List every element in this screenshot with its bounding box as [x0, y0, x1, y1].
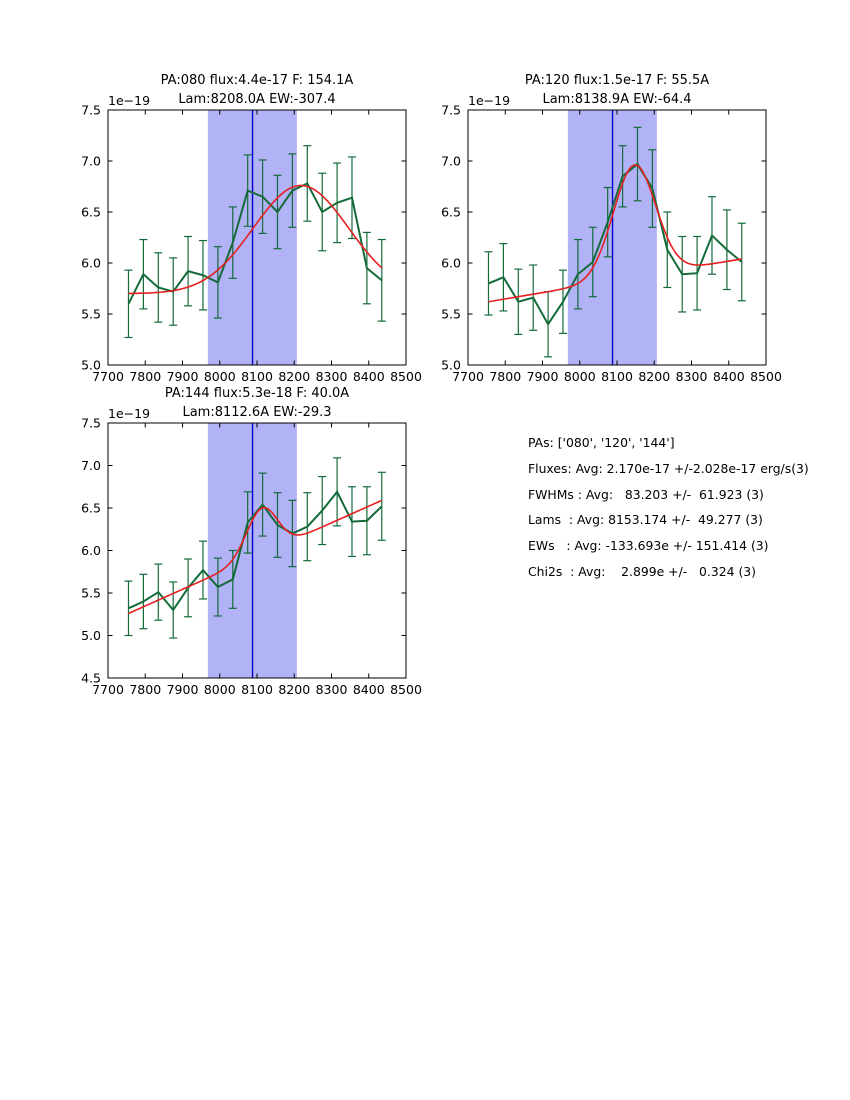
y-axis-offset-label: 1e−19: [468, 93, 511, 108]
y-tick-label: 6.5: [441, 205, 461, 220]
x-tick-label: 7900: [527, 369, 559, 384]
y-tick-label: 5.5: [81, 307, 101, 322]
y-tick-label: 7.5: [441, 103, 461, 118]
y-tick-label: 6.0: [81, 256, 101, 271]
y-tick-label: 4.5: [81, 671, 101, 686]
x-tick-label: 7700: [92, 369, 124, 384]
x-tick-label: 8100: [601, 369, 633, 384]
x-tick-label: 8400: [353, 369, 385, 384]
x-tick-label: 8200: [638, 369, 670, 384]
y-tick-label: 7.5: [81, 103, 101, 118]
y-tick-label: 7.5: [81, 416, 101, 431]
x-tick-label: 8300: [676, 369, 708, 384]
y-tick-label: 5.0: [441, 358, 461, 373]
x-tick-label: 7900: [167, 369, 199, 384]
x-tick-label: 8100: [241, 369, 273, 384]
x-tick-label: 8100: [241, 682, 273, 697]
stats-line-chi2s: Chi2s : Avg: 2.899e +/- 0.324 (3): [528, 563, 756, 579]
chart-canvas: 7700 7800 7900 8000 8100 8200 8300 8400 8500 5.0 5…: [81, 103, 422, 385]
x-tick-label: 8500: [750, 369, 782, 384]
x-tick-label: 7800: [489, 369, 521, 384]
plot-pa120-title: PA:120 flux:1.5e-17 F: 55.5A Lam:8138.9A…: [437, 72, 797, 109]
plot-pa120: PA:120 flux:1.5e-17 F: 55.5A Lam:8138.9A…: [441, 73, 782, 385]
stats-line-fwhms: FWHMs : Avg: 83.203 +/- 61.923 (3): [528, 486, 764, 502]
x-tick-label: 7700: [92, 682, 124, 697]
plot-pa080: PA:080 flux:4.4e-17 F: 154.1A Lam:8208.0…: [81, 73, 422, 385]
x-tick-label: 7700: [452, 369, 484, 384]
x-tick-label: 8200: [278, 369, 310, 384]
x-tick-label: 8400: [353, 682, 385, 697]
spectrum-data-line: [488, 162, 743, 327]
plot-pa120-title-line1: PA:120 flux:1.5e-17 F: 55.5A: [524, 73, 710, 88]
stats-panel: PAs: ['080', '120', '144'] Fluxes: Avg: …: [528, 430, 809, 585]
x-tick-label: 8500: [390, 682, 422, 697]
stats-line-lams: Lams : Avg: 8153.174 +/- 49.277 (3): [528, 512, 763, 528]
spectrum-data-line: [128, 490, 383, 612]
plot-pa080-title-line1: PA:080 flux:4.4e-17 F: 154.1A: [160, 73, 354, 88]
y-tick-label: 5.0: [81, 358, 101, 373]
y-tick-label: 7.0: [441, 154, 461, 169]
y-tick-label: 5.0: [81, 628, 101, 643]
x-tick-label: 8200: [278, 682, 310, 697]
y-tick-label: 5.5: [441, 307, 461, 322]
chart-canvas: 7700 7800 7900 8000 8100 8200 8300 8400 8500 4.5 5…: [81, 416, 422, 698]
x-tick-label: 8300: [316, 369, 348, 384]
x-tick-label: 8300: [316, 682, 348, 697]
stats-line-pas: PAs: ['080', '120', '144']: [528, 435, 675, 450]
y-axis-offset-label: 1e−19: [108, 406, 151, 421]
plot-pa144-title-line1: PA:144 flux:5.3e-18 F: 40.0A: [164, 386, 350, 401]
plot-pa144-title: PA:144 flux:5.3e-18 F: 40.0A Lam:8112.6A…: [77, 385, 437, 422]
chart-canvas: 7700 7800 7900 8000 8100 8200 8300 8400 8500 5.0 5…: [441, 103, 782, 385]
plot-pa144-title-line2: Lam:8112.6A EW:-29.3: [182, 404, 332, 420]
y-tick-label: 5.5: [81, 586, 101, 601]
x-tick-label: 8500: [390, 369, 422, 384]
x-tick-label: 8000: [204, 682, 236, 697]
plot-pa144: PA:144 flux:5.3e-18 F: 40.0A Lam:8112.6A…: [81, 386, 422, 698]
gaussian-fit-line: [488, 164, 742, 303]
x-tick-label: 7900: [167, 682, 199, 697]
plot-pa080-title-line2: Lam:8208.0A EW:-307.4: [178, 91, 336, 107]
y-tick-label: 6.5: [81, 205, 101, 220]
stats-line-ews: EWs : Avg: -133.693e +/- 151.414 (3): [528, 538, 769, 554]
y-tick-label: 6.0: [81, 543, 101, 558]
x-tick-label: 8000: [204, 369, 236, 384]
gaussian-fit-line: [128, 499, 383, 615]
y-tick-label: 7.0: [81, 154, 101, 169]
x-tick-label: 7800: [129, 369, 161, 384]
x-tick-label: 8000: [564, 369, 596, 384]
y-tick-label: 6.5: [81, 501, 101, 516]
plot-pa120-title-line2: Lam:8138.9A EW:-64.4: [542, 91, 692, 107]
y-tick-label: 6.0: [441, 256, 461, 271]
y-axis-offset-label: 1e−19: [108, 93, 151, 108]
y-tick-label: 7.0: [81, 458, 101, 473]
gaussian-fit-line: [128, 184, 383, 295]
stats-line-fluxes: Fluxes: Avg: 2.170e-17 +/-2.028e-17 erg/…: [528, 460, 809, 476]
x-tick-label: 8400: [713, 369, 745, 384]
plot-pa080-title: PA:080 flux:4.4e-17 F: 154.1A Lam:8208.0…: [77, 72, 437, 109]
x-tick-label: 7800: [129, 682, 161, 697]
